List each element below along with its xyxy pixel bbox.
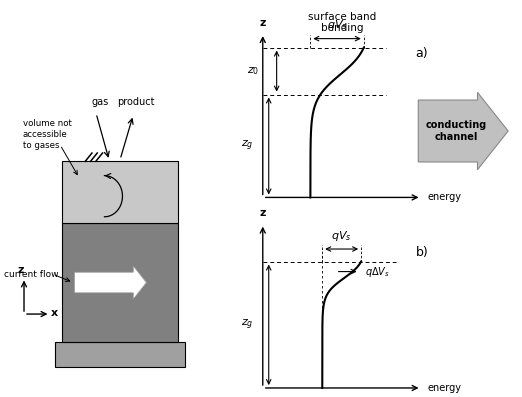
Text: $qV_s$: $qV_s$	[331, 229, 352, 243]
Text: volume not
accessible
to gases: volume not accessible to gases	[23, 119, 72, 150]
Text: $qV_s$: $qV_s$	[327, 18, 347, 32]
Text: gas: gas	[91, 96, 108, 106]
Bar	[63, 161, 177, 223]
Text: z: z	[259, 18, 266, 28]
FancyArrow shape	[75, 266, 147, 299]
Text: current flow: current flow	[4, 270, 58, 279]
Text: b): b)	[416, 246, 428, 259]
Text: $q\Delta V_s$: $q\Delta V_s$	[365, 264, 390, 279]
Text: z: z	[259, 208, 266, 218]
Bar	[63, 223, 177, 342]
FancyArrow shape	[418, 92, 508, 170]
Text: energy: energy	[428, 193, 461, 202]
Text: product: product	[117, 96, 155, 106]
Text: $z_g$: $z_g$	[241, 318, 253, 332]
Text: $z_0$: $z_0$	[247, 65, 259, 77]
Text: a): a)	[416, 46, 428, 60]
Text: surface band
bending: surface band bending	[308, 12, 376, 33]
Text: x: x	[51, 308, 58, 318]
Text: z: z	[18, 264, 25, 275]
Bar	[55, 342, 185, 367]
Text: energy: energy	[428, 383, 461, 393]
Text: conducting
channel: conducting channel	[426, 120, 487, 142]
Text: $z_g$: $z_g$	[241, 139, 253, 153]
